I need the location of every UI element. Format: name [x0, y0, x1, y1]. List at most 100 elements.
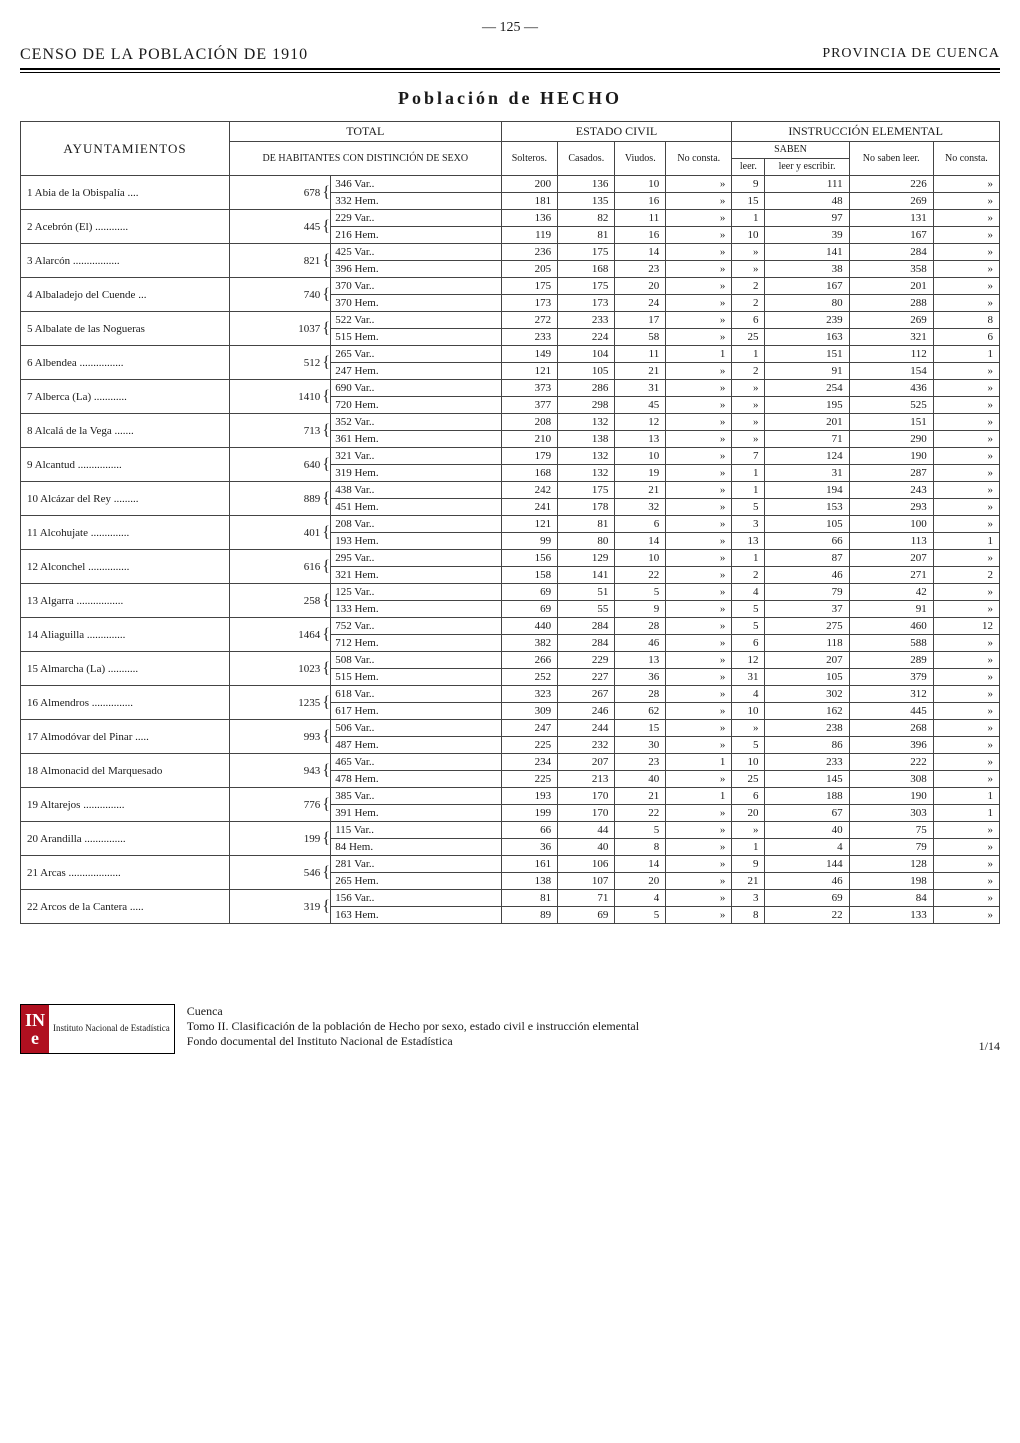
- data-cell: 28: [615, 618, 666, 635]
- data-cell: 21: [732, 873, 765, 890]
- data-cell: 173: [558, 295, 615, 312]
- data-cell: 207: [765, 652, 849, 669]
- data-cell: 121: [501, 363, 558, 380]
- data-cell: 15: [732, 193, 765, 210]
- data-cell: 79: [849, 839, 933, 856]
- data-cell: 284: [558, 618, 615, 635]
- municipality-name: 14 Aliaguilla ..............: [21, 618, 230, 652]
- data-cell: 4: [732, 686, 765, 703]
- data-cell: »: [732, 414, 765, 431]
- data-cell: 111: [765, 176, 849, 193]
- sex-hem: 265 Hem.: [331, 873, 501, 890]
- sex-var: 618 Var..: [331, 686, 501, 703]
- data-cell: 1: [666, 788, 732, 805]
- total-habitantes: 713: [230, 414, 323, 448]
- table-row: 11 Alcohujate ..............401{208 Var.…: [21, 516, 1000, 533]
- municipality-name: 17 Almodóvar del Pinar .....: [21, 720, 230, 754]
- data-cell: 69: [501, 601, 558, 618]
- data-cell: 25: [732, 329, 765, 346]
- data-cell: »: [666, 448, 732, 465]
- data-cell: »: [666, 210, 732, 227]
- sex-var: 522 Var..: [331, 312, 501, 329]
- data-cell: »: [732, 244, 765, 261]
- sex-var: 690 Var..: [331, 380, 501, 397]
- data-cell: 167: [765, 278, 849, 295]
- data-cell: 14: [615, 244, 666, 261]
- data-cell: 97: [765, 210, 849, 227]
- data-cell: »: [666, 703, 732, 720]
- data-cell: 5: [732, 618, 765, 635]
- total-habitantes: 776: [230, 788, 323, 822]
- data-cell: 379: [849, 669, 933, 686]
- data-cell: »: [666, 771, 732, 788]
- data-cell: 229: [558, 652, 615, 669]
- data-cell: 151: [765, 346, 849, 363]
- data-cell: »: [666, 686, 732, 703]
- data-cell: 158: [501, 567, 558, 584]
- data-cell: 4: [765, 839, 849, 856]
- data-cell: 241: [501, 499, 558, 516]
- data-cell: 5: [615, 584, 666, 601]
- data-cell: »: [933, 652, 999, 669]
- brace: {: [322, 754, 331, 788]
- data-cell: 1: [732, 550, 765, 567]
- sex-hem: 478 Hem.: [331, 771, 501, 788]
- data-cell: 1: [732, 482, 765, 499]
- brace: {: [322, 176, 331, 210]
- data-cell: 31: [732, 669, 765, 686]
- data-cell: 525: [849, 397, 933, 414]
- data-cell: 254: [765, 380, 849, 397]
- data-cell: 32: [615, 499, 666, 516]
- municipality-name: 8 Alcalá de la Vega .......: [21, 414, 230, 448]
- col-solteros: Solteros.: [501, 142, 558, 176]
- data-cell: 91: [849, 601, 933, 618]
- data-cell: »: [933, 278, 999, 295]
- data-cell: 107: [558, 873, 615, 890]
- data-cell: 40: [615, 771, 666, 788]
- data-cell: »: [666, 363, 732, 380]
- data-cell: 9: [615, 601, 666, 618]
- data-cell: 71: [765, 431, 849, 448]
- ine-logo: INe Instituto Nacional de Estadística: [20, 1004, 175, 1054]
- data-cell: 20: [615, 278, 666, 295]
- data-cell: 222: [849, 754, 933, 771]
- sex-hem: 361 Hem.: [331, 431, 501, 448]
- census-table: AYUNTAMIENTOS TOTAL ESTADO CIVIL INSTRUC…: [20, 121, 1000, 924]
- data-cell: 1: [933, 533, 999, 550]
- table-row: 22 Arcos de la Cantera .....319{156 Var.…: [21, 890, 1000, 907]
- data-cell: 25: [732, 771, 765, 788]
- data-cell: »: [933, 482, 999, 499]
- brace: {: [322, 822, 331, 856]
- data-cell: 135: [558, 193, 615, 210]
- data-cell: »: [933, 227, 999, 244]
- col-viudos: Viudos.: [615, 142, 666, 176]
- data-cell: »: [666, 890, 732, 907]
- data-cell: »: [933, 686, 999, 703]
- data-cell: 81: [501, 890, 558, 907]
- data-cell: 358: [849, 261, 933, 278]
- table-row: 19 Altarejos ...............776{385 Var.…: [21, 788, 1000, 805]
- col-no-consta-ec: No consta.: [666, 142, 732, 176]
- data-cell: 105: [558, 363, 615, 380]
- data-cell: 124: [765, 448, 849, 465]
- data-cell: 2: [732, 567, 765, 584]
- data-cell: 445: [849, 703, 933, 720]
- data-cell: »: [933, 193, 999, 210]
- data-cell: 131: [849, 210, 933, 227]
- data-cell: 303: [849, 805, 933, 822]
- data-cell: »: [933, 822, 999, 839]
- data-cell: 105: [765, 669, 849, 686]
- data-cell: 293: [849, 499, 933, 516]
- data-cell: 190: [849, 788, 933, 805]
- data-cell: 156: [501, 550, 558, 567]
- data-cell: 46: [765, 567, 849, 584]
- data-cell: »: [666, 465, 732, 482]
- data-cell: 2: [732, 363, 765, 380]
- brace: {: [322, 618, 331, 652]
- brace: {: [322, 448, 331, 482]
- total-habitantes: 889: [230, 482, 323, 516]
- municipality-name: 3 Alarcón .................: [21, 244, 230, 278]
- data-cell: »: [666, 380, 732, 397]
- data-cell: 138: [501, 873, 558, 890]
- data-cell: 287: [849, 465, 933, 482]
